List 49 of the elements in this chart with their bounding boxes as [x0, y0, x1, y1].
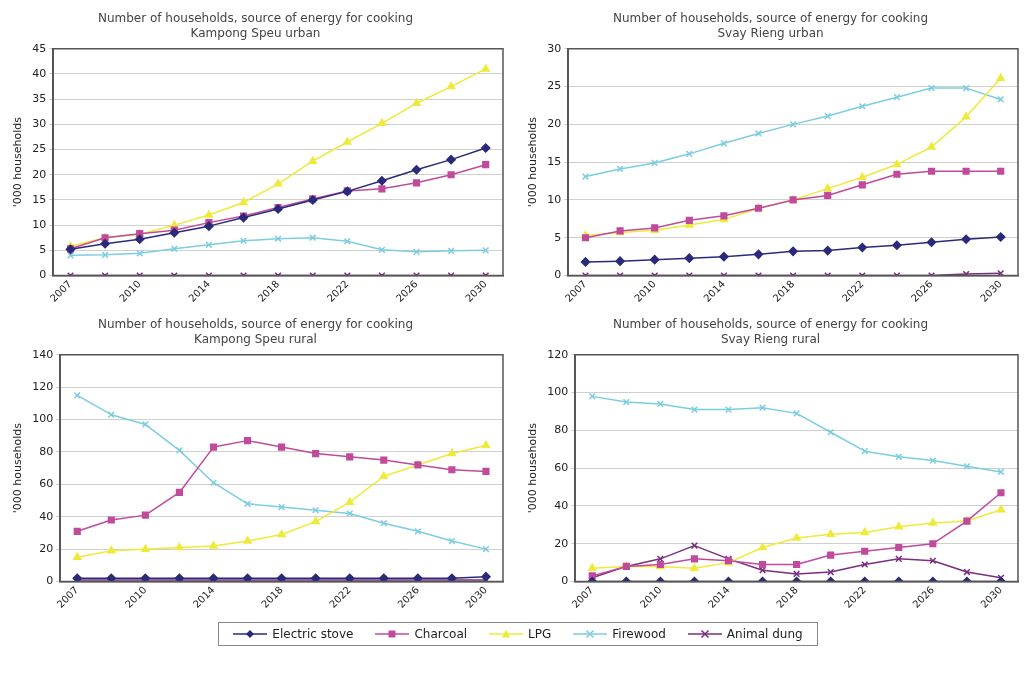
y-tick-label: 30: [32, 117, 47, 131]
y-tick-label: 20: [547, 117, 562, 131]
y-tick-label: 0: [39, 268, 47, 282]
y-tick-label: 20: [554, 536, 569, 550]
y-tick-label: 5: [554, 230, 562, 244]
chart-title: Number of households, source of energy for cooking: [97, 317, 414, 332]
y-tick-label: 15: [547, 155, 562, 169]
y-tick-label: 0: [554, 268, 562, 282]
y-tick-label: 10: [32, 218, 47, 231]
chart-title: Number of households, source of energy for cooking: [612, 317, 929, 332]
chart-subtitle: Kampong Speu rural: [194, 331, 317, 346]
y-tick-label: 30: [547, 41, 562, 55]
y-axis-title: '000 households: [526, 116, 540, 208]
y-tick-label: 40: [39, 509, 54, 523]
y-tick-label: 10: [547, 192, 562, 206]
y-tick-label: 100: [32, 412, 54, 426]
y-axis-title: '000 households: [11, 116, 25, 208]
y-axis-title: '000 households: [11, 422, 25, 514]
y-tick-label: 120: [547, 347, 569, 361]
legend-label: Electric stove: [272, 627, 354, 641]
legend-label: Animal dung: [726, 627, 803, 641]
y-tick-label: 35: [32, 92, 47, 106]
y-tick-label: 60: [39, 477, 54, 491]
y-tick-label: 120: [32, 380, 54, 394]
y-tick-label: 40: [32, 66, 47, 80]
y-tick-label: 25: [32, 142, 47, 156]
chart-title: Number of households, source of energy for cooking: [97, 11, 414, 26]
y-tick-label: 140: [32, 347, 54, 361]
y-tick-label: 15: [32, 192, 47, 206]
legend-label: Charcoal: [414, 627, 468, 641]
y-tick-label: 100: [547, 385, 569, 399]
y-tick-label: 20: [39, 541, 54, 555]
y-tick-label: 60: [554, 461, 569, 475]
y-tick-label: 0: [561, 574, 569, 588]
chart-subtitle: Svay Rieng urban: [717, 25, 824, 40]
chart-title: Number of households, source of energy for cooking: [612, 11, 929, 26]
y-tick-label: 45: [32, 41, 47, 55]
y-tick-label: 25: [547, 79, 562, 93]
y-tick-label: 5: [39, 243, 47, 257]
y-tick-label: 80: [39, 444, 54, 458]
y-axis-title: '000 households: [526, 422, 540, 514]
y-tick-label: 0: [46, 574, 54, 588]
y-tick-label: 80: [554, 423, 569, 437]
y-tick-label: 40: [554, 498, 569, 512]
chart-subtitle: Svay Rieng rural: [720, 331, 821, 346]
y-tick-label: 20: [32, 167, 47, 181]
legend-label: LPG: [528, 627, 552, 641]
legend-label: Firewood: [612, 627, 666, 641]
chart-subtitle: Kampong Speu urban: [190, 25, 321, 40]
